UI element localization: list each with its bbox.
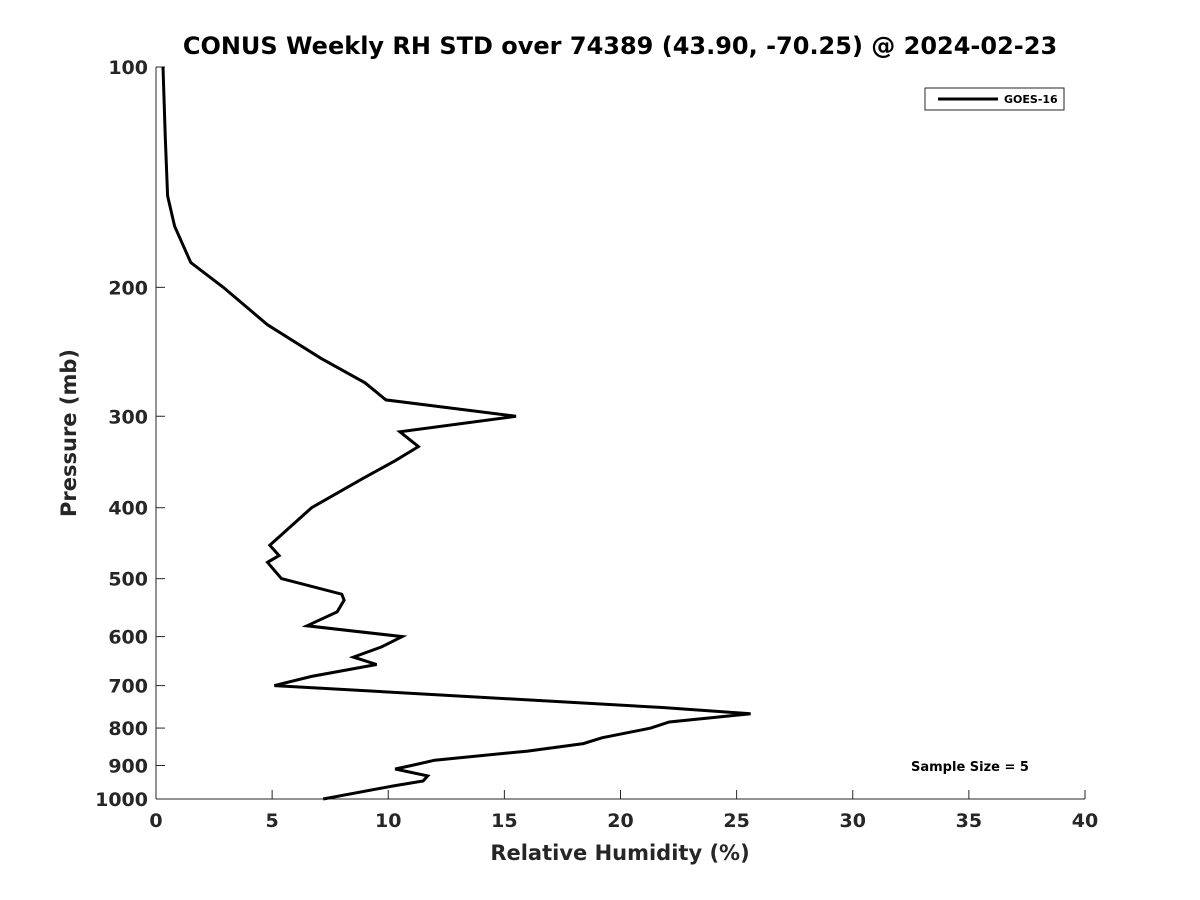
x-tick-label: 0	[149, 810, 162, 832]
y-axis-ticks: 100 200 300 400 500 600 700 800 900 1000	[95, 57, 165, 811]
x-tick-label: 40	[1072, 810, 1098, 832]
chart-title: CONUS Weekly RH STD over 74389 (43.90, -…	[183, 32, 1057, 60]
x-tick-label: 20	[607, 810, 633, 832]
x-tick-label: 15	[491, 810, 517, 832]
y-tick-label: 600	[108, 627, 148, 649]
x-tick-label: 30	[840, 810, 866, 832]
y-tick-label: 400	[108, 498, 148, 520]
x-tick-label: 5	[266, 810, 279, 832]
x-axis-ticks: 0 5 10 15 20 25 30 35 40	[149, 790, 1098, 832]
legend-label-goes-16: GOES-16	[1004, 93, 1058, 106]
y-tick-label: 800	[108, 718, 148, 740]
x-tick-label: 25	[723, 810, 749, 832]
plot-area	[156, 67, 1085, 799]
y-tick-label: 200	[108, 277, 148, 299]
x-tick-label: 10	[375, 810, 401, 832]
y-tick-label: 300	[108, 406, 148, 428]
y-tick-label: 1000	[95, 789, 148, 811]
y-axis-label: Pressure (mb)	[57, 349, 81, 517]
legend: GOES-16	[924, 87, 1065, 111]
y-tick-label: 700	[108, 676, 148, 698]
y-tick-label: 900	[108, 756, 148, 778]
series-line-goes-16	[161, 66, 751, 801]
y-tick-label: 500	[108, 569, 148, 591]
x-axis-label: Relative Humidity (%)	[490, 841, 749, 865]
sample-size-annotation: Sample Size = 5	[911, 760, 1029, 775]
y-tick-label: 100	[108, 57, 148, 79]
x-tick-label: 35	[956, 810, 982, 832]
